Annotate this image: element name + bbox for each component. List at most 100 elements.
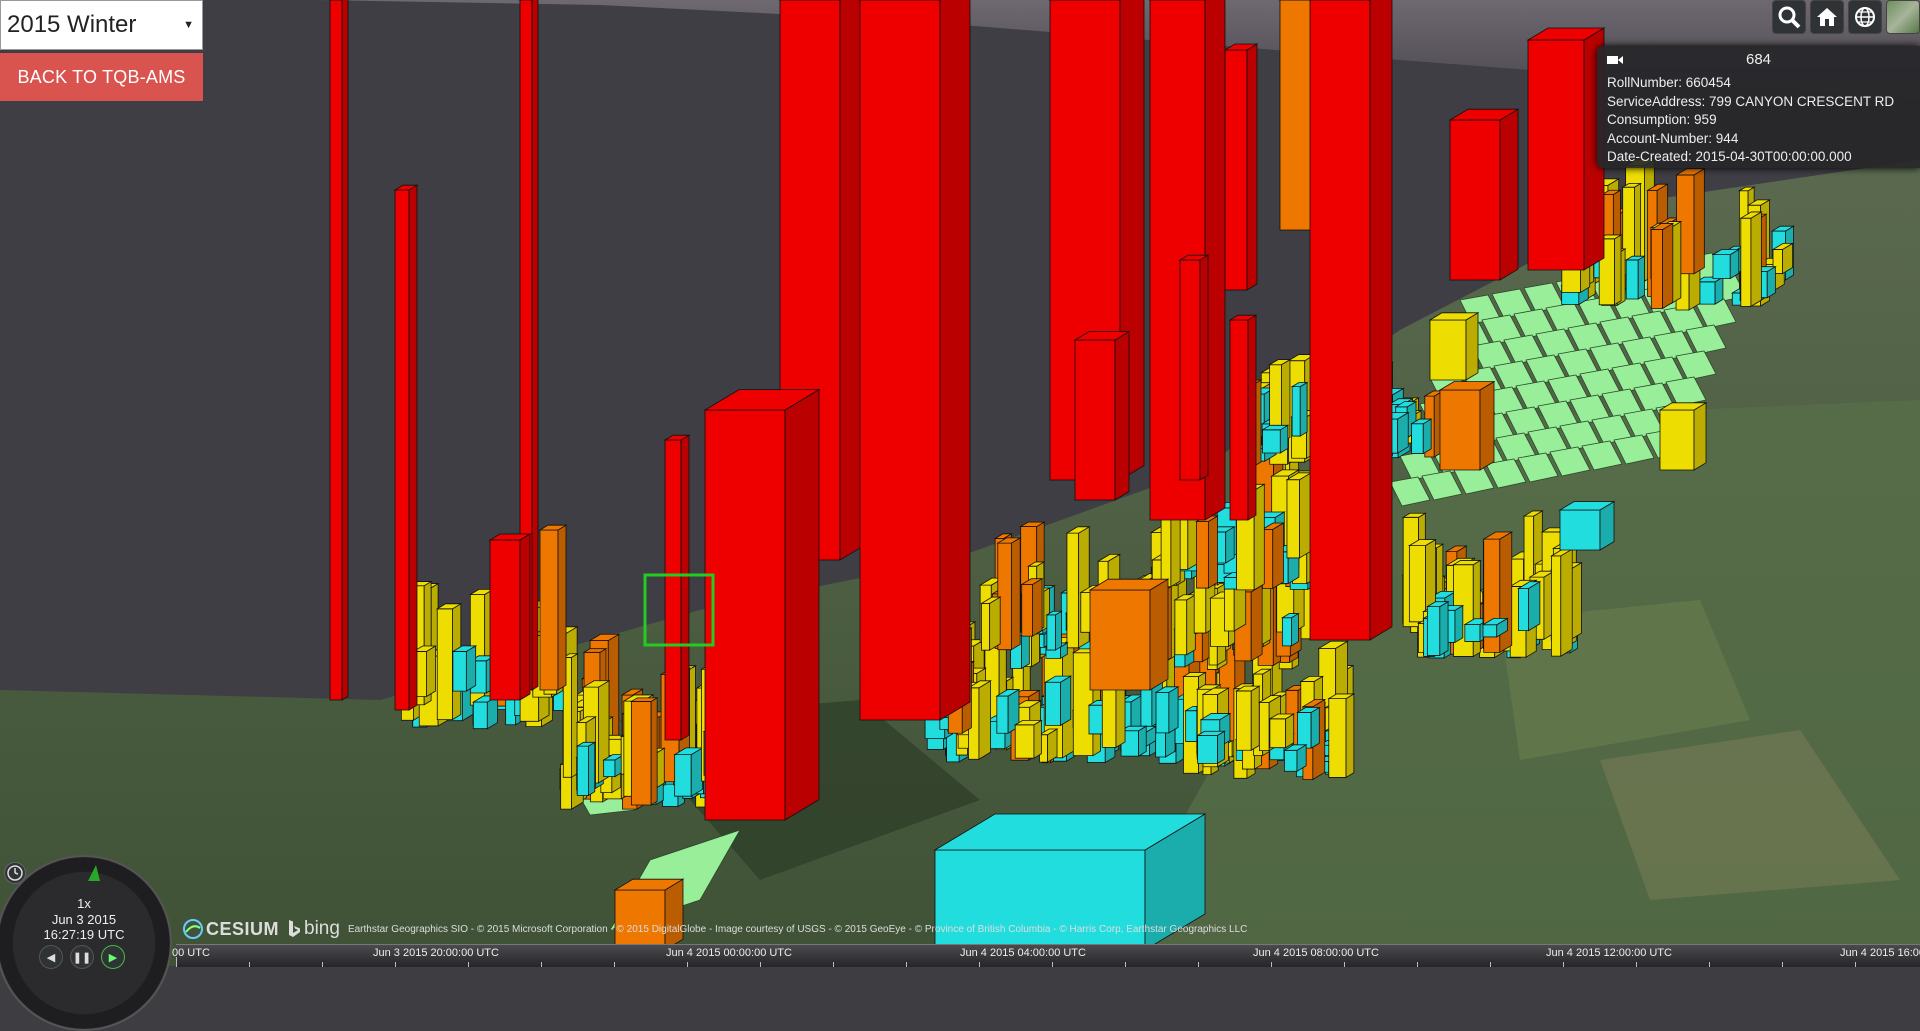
parcel-footprint[interactable] xyxy=(1517,452,1559,483)
building-extrusion[interactable] xyxy=(980,596,1002,651)
building-extrusion[interactable] xyxy=(1013,719,1043,759)
building-extrusion[interactable] xyxy=(1196,730,1226,765)
timeline-tick xyxy=(833,962,834,967)
building-extrusion[interactable] xyxy=(1178,254,1210,481)
building-extrusion[interactable] xyxy=(1285,472,1313,559)
building-extrusion[interactable] xyxy=(1088,578,1170,691)
building-extrusion[interactable] xyxy=(1154,686,1180,734)
base-layer-picker-button[interactable] xyxy=(1886,0,1920,34)
timeline-label: Jun 4 2015 04:00:00 UTC xyxy=(960,947,1086,959)
building-extrusion[interactable] xyxy=(1624,255,1646,300)
season-select[interactable]: 2015 Winter ▼ xyxy=(0,0,203,50)
building-extrusion[interactable] xyxy=(1425,600,1450,657)
camera-icon[interactable] xyxy=(1607,55,1623,65)
building-extrusion[interactable] xyxy=(1119,725,1148,757)
building-extrusion[interactable] xyxy=(933,813,1207,951)
building-extrusion[interactable] xyxy=(1283,744,1308,772)
clock-icon[interactable] xyxy=(4,862,26,884)
building-extrusion[interactable] xyxy=(393,184,419,711)
building-extrusion[interactable] xyxy=(1296,706,1321,749)
building-extrusion[interactable] xyxy=(1020,577,1044,637)
building-extrusion[interactable] xyxy=(328,0,349,701)
back-to-tqb-ams-button[interactable]: BACK TO TQB-AMS xyxy=(0,53,203,101)
building-extrusion[interactable] xyxy=(1038,728,1059,763)
building-extrusion[interactable] xyxy=(488,533,532,701)
parcel-footprint[interactable] xyxy=(1389,476,1431,507)
parcel-footprint[interactable] xyxy=(1613,434,1655,465)
building-extrusion[interactable] xyxy=(1223,43,1259,291)
building-extrusion[interactable] xyxy=(1558,500,1616,551)
timeline-tick xyxy=(541,962,542,967)
building-extrusion[interactable] xyxy=(1195,515,1219,589)
building-extrusion[interactable] xyxy=(1481,617,1509,638)
infobox-field-label: ServiceAddress: xyxy=(1607,93,1710,109)
building-extrusion[interactable] xyxy=(1448,108,1520,281)
building-extrusion[interactable] xyxy=(538,524,568,691)
building-extrusion[interactable] xyxy=(518,0,539,691)
building-extrusion[interactable] xyxy=(1428,312,1480,381)
building-extrusion[interactable] xyxy=(1649,222,1675,310)
building-extrusion[interactable] xyxy=(1268,713,1296,749)
search-icon[interactable] xyxy=(1772,0,1806,34)
home-icon[interactable] xyxy=(1810,0,1844,34)
building-extrusion[interactable] xyxy=(995,688,1021,734)
building-extrusion[interactable] xyxy=(663,434,691,741)
building-extrusion[interactable] xyxy=(1327,693,1356,779)
building-extrusion[interactable] xyxy=(451,645,478,692)
parcel-footprint[interactable] xyxy=(1685,324,1727,355)
timeline[interactable]: 00 UTC Jun 3 2015 20:00:00 UTC Jun 4 2015 … xyxy=(172,944,1920,967)
cesium-logo[interactable]: CESIUM xyxy=(183,919,279,940)
building-extrusion[interactable] xyxy=(1550,548,1574,657)
building-extrusion[interactable] xyxy=(1268,358,1292,444)
building-extrusion[interactable] xyxy=(1407,538,1437,623)
infobox-field-label: Consumption: xyxy=(1607,112,1695,127)
building-extrusion[interactable] xyxy=(996,537,1022,651)
parcel-footprint[interactable] xyxy=(1675,350,1717,381)
building-extrusion[interactable] xyxy=(673,747,704,797)
timeline-label: Jun 4 2015 12:00:00 UTC xyxy=(1546,947,1672,959)
credit-bar: CESIUM bing Earthstar Geographics SIO - … xyxy=(183,918,1247,940)
building-extrusion[interactable] xyxy=(471,695,499,730)
building-extrusion[interactable] xyxy=(561,653,580,779)
building-extrusion[interactable] xyxy=(1043,675,1073,727)
building-extrusion[interactable] xyxy=(575,741,597,797)
building-extrusion[interactable] xyxy=(1234,685,1261,751)
building-extrusion[interactable] xyxy=(1228,314,1258,521)
building-extrusion[interactable] xyxy=(1308,0,1393,641)
building-extrusion[interactable] xyxy=(1173,594,1197,656)
play-reverse-button[interactable]: ◀ xyxy=(39,945,63,969)
building-extrusion[interactable] xyxy=(1290,381,1309,437)
building-extrusion[interactable] xyxy=(1694,276,1725,305)
globe-icon[interactable] xyxy=(1848,0,1882,34)
building-extrusion[interactable] xyxy=(967,680,992,760)
building-extrusion[interactable] xyxy=(1771,242,1795,275)
chevron-down-icon: ▼ xyxy=(183,19,194,31)
building-extrusion[interactable] xyxy=(1711,248,1741,280)
building-extrusion[interactable] xyxy=(1280,612,1300,647)
bing-logo[interactable]: bing xyxy=(287,918,340,940)
parcel-footprint[interactable] xyxy=(1665,376,1707,407)
building-extrusion[interactable] xyxy=(1045,610,1063,651)
building-extrusion[interactable] xyxy=(1260,522,1285,590)
play-forward-button[interactable]: ▶ xyxy=(101,945,125,969)
shuttle-ring-pointer[interactable] xyxy=(82,865,106,883)
timeline-label: Jun 4 2015 08:00:00 UTC xyxy=(1253,947,1379,959)
building-extrusion[interactable] xyxy=(1516,580,1542,632)
building-extrusion[interactable] xyxy=(1438,380,1496,471)
building-extrusion[interactable] xyxy=(1261,424,1290,454)
building-extrusion[interactable] xyxy=(1739,211,1763,308)
building-extrusion[interactable] xyxy=(858,0,971,721)
building-extrusion[interactable] xyxy=(703,388,821,821)
timeline-tick xyxy=(1052,962,1053,967)
parcel-footprint[interactable] xyxy=(1485,458,1527,489)
building-extrusion[interactable] xyxy=(1410,418,1433,455)
building-extrusion[interactable] xyxy=(1526,27,1606,271)
building-extrusion[interactable] xyxy=(629,697,659,806)
pause-button[interactable]: ❚❚ xyxy=(70,945,94,969)
parcel-footprint[interactable] xyxy=(1421,470,1463,501)
parcel-footprint[interactable] xyxy=(1581,440,1623,471)
building-extrusion[interactable] xyxy=(1073,330,1131,501)
building-extrusion[interactable] xyxy=(613,878,685,951)
parcel-footprint[interactable] xyxy=(1549,446,1591,477)
building-extrusion[interactable] xyxy=(1658,402,1708,471)
